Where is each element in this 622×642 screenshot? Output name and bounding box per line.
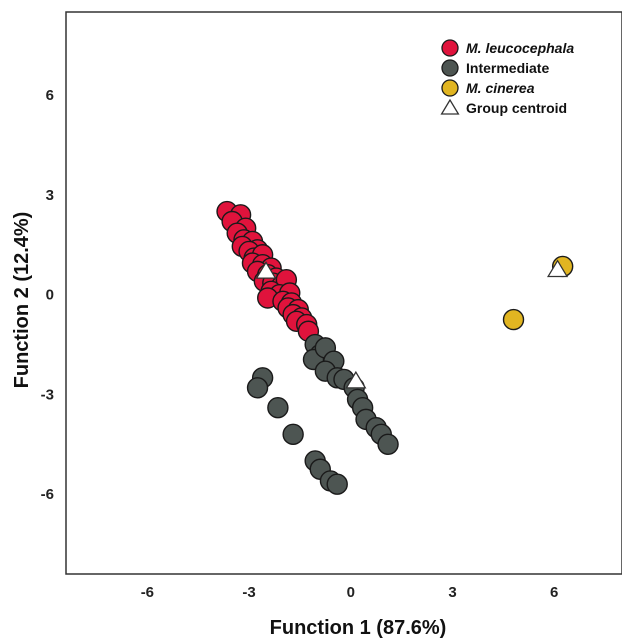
point-intermediate xyxy=(326,473,348,495)
y-tick-label: 3 xyxy=(46,187,54,204)
legend-label-m-leucocephala: M. leucocephala xyxy=(466,40,574,56)
point-intermediate xyxy=(377,433,399,456)
x-tick-label: 3 xyxy=(448,584,456,601)
legend: M. leucocephala Intermediate M. cinerea Gro… xyxy=(440,39,574,116)
y-tick-label: 6 xyxy=(46,87,54,104)
axis-ticks: -6 -3 0 3 6 6 3 0 -3 -6 xyxy=(41,87,559,601)
point-m-cinerea xyxy=(502,308,525,331)
x-tick-label: 6 xyxy=(550,584,558,601)
y-axis-title: Function 2 (12.4%) xyxy=(11,212,33,389)
legend-marker-group-centroid xyxy=(440,98,460,115)
y-tick-label: 0 xyxy=(46,287,54,304)
point-intermediate xyxy=(246,377,269,399)
point-group-centroid xyxy=(345,370,367,389)
legend-marker-intermediate xyxy=(441,59,459,77)
point-intermediate xyxy=(282,423,304,446)
legend-marker-m-leucocephala xyxy=(441,39,459,57)
point-group-centroid xyxy=(546,259,569,278)
x-tick-label: -6 xyxy=(141,584,154,601)
legend-label-intermediate: Intermediate xyxy=(466,60,549,76)
y-tick-label: -3 xyxy=(41,386,54,403)
x-tick-label: 0 xyxy=(347,584,355,601)
point-group-centroid xyxy=(255,261,277,279)
x-tick-label: -3 xyxy=(242,584,255,601)
legend-marker-m-cinerea xyxy=(441,79,459,97)
data-points xyxy=(216,200,574,495)
legend-label-group-centroid: Group centroid xyxy=(466,100,567,116)
x-axis-title: Function 1 (87.6%) xyxy=(270,617,447,639)
point-intermediate xyxy=(267,397,289,419)
legend-label-m-cinerea: M. cinerea xyxy=(466,80,535,96)
y-tick-label: -6 xyxy=(41,486,54,503)
